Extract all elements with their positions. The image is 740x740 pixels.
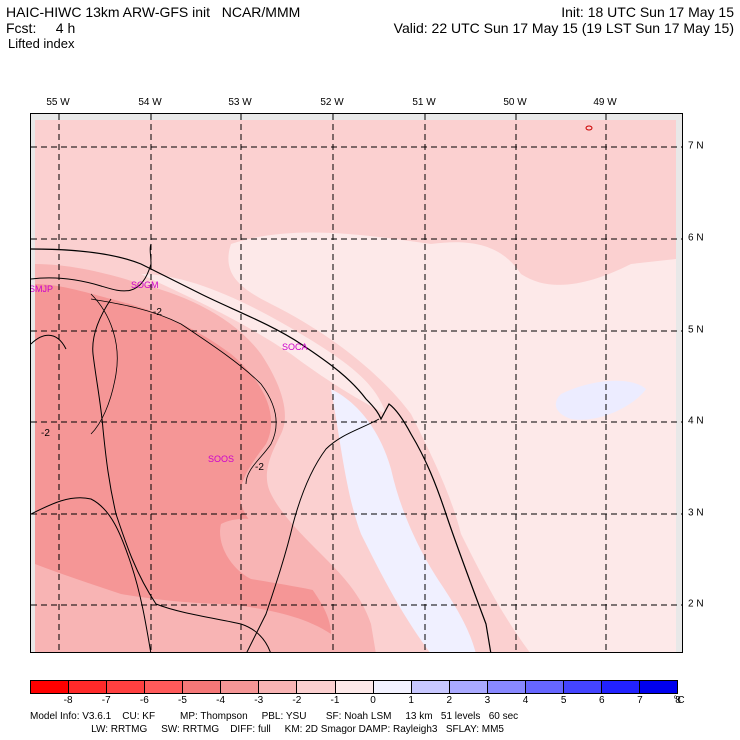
colorbar-swatch xyxy=(145,681,184,693)
border-suriname-guiana xyxy=(92,298,271,652)
contour-minus2-b xyxy=(90,293,118,435)
lon-label-51w: 51 W xyxy=(412,97,436,108)
contour-label-3: -2 xyxy=(255,462,264,473)
colorbar-swatch xyxy=(31,681,70,693)
colorbar-tick-label: -6 xyxy=(139,695,149,706)
model-title: HAIC-HIWC 13km ARW-GFS init NCAR/MMM xyxy=(6,4,301,20)
graticule xyxy=(31,114,682,652)
border-fragment xyxy=(31,334,67,350)
colorbar-tick-label: 5 xyxy=(560,695,567,706)
field-positive-coastal xyxy=(331,389,476,652)
lon-label-54w: 54 W xyxy=(138,97,162,108)
colorbar-swatch xyxy=(107,681,146,693)
colorbar-swatch xyxy=(297,681,336,693)
colorbar-tick-label: 6 xyxy=(598,695,605,706)
data-edge-top xyxy=(31,114,682,120)
lat-label-7n: 7 N xyxy=(688,140,704,152)
field-positive-offshore xyxy=(555,380,646,420)
lon-label-53w: 53 W xyxy=(228,97,252,108)
colorbar-tick-label: -4 xyxy=(216,695,226,706)
colorbar-tick-label: 1 xyxy=(408,695,414,706)
station-soca: SOCA xyxy=(282,342,308,352)
colorbar-tick-label: 2 xyxy=(446,695,453,706)
colorbar-tick-label: -7 xyxy=(101,695,111,706)
colorbar-swatch xyxy=(183,681,222,693)
colorbar-swatch xyxy=(487,681,526,693)
small-cell-marker xyxy=(585,125,593,131)
map-panel[interactable]: -2 -2 -2 SMJP SOGM SOCA SOOS xyxy=(30,113,683,653)
colorbar-tick-label: 7 xyxy=(637,695,643,706)
colorbar-tick-label: -1 xyxy=(330,695,340,706)
contour-label-1: -2 xyxy=(153,307,162,318)
field-near-zero-east xyxy=(228,232,676,652)
colorbar-swatch xyxy=(373,681,412,693)
field-name: Lifted index xyxy=(8,36,75,51)
station-smjp: SMJP xyxy=(31,284,53,294)
station-soos: SOOS xyxy=(208,454,234,464)
lon-label-52w: 52 W xyxy=(320,97,344,108)
colorbar-swatch xyxy=(640,681,678,693)
valid-time: Valid: 22 UTC Sun 17 May 15 (19 LST Sun … xyxy=(393,20,734,36)
colorbar-tick-label: -5 xyxy=(178,695,187,706)
colorbar-swatch xyxy=(601,681,640,693)
field-minus2-pocket xyxy=(220,518,331,594)
colorbar-tick-label: 0 xyxy=(370,695,376,706)
data-edge-left xyxy=(31,114,35,652)
init-time: Init: 18 UTC Sun 17 May 15 xyxy=(561,4,734,20)
colorbar-unit: °C xyxy=(673,695,685,706)
colorbar-swatch xyxy=(221,681,260,693)
colorbar-tick-label: 3 xyxy=(484,695,491,706)
colorbar-swatch xyxy=(69,681,108,693)
colorbar-tick-label: -8 xyxy=(63,695,73,706)
border-guiana-brazil xyxy=(246,418,380,652)
colorbar xyxy=(30,680,678,694)
colorbar-tick-label: 8 xyxy=(675,695,681,706)
colorbar-swatch xyxy=(525,681,564,693)
colorbar-swatch xyxy=(449,681,488,693)
model-info-line1: Model Info: V3.6.1 CU: KF MP: Thompson P… xyxy=(30,711,519,722)
border-suriname-north xyxy=(31,243,152,292)
colorbar-tick-label: 4 xyxy=(522,695,529,706)
colorbar-tick-label: -2 xyxy=(292,695,302,706)
lifted-index-map: -2 -2 -2 SMJP SOGM SOCA SOOS xyxy=(31,114,682,652)
lat-label-4n: 4 N xyxy=(688,415,704,427)
lon-label-49w: 49 W xyxy=(593,97,617,108)
data-edge-right xyxy=(676,114,682,652)
field-near-zero-coast xyxy=(141,274,386,414)
lon-label-55w: 55 W xyxy=(46,97,70,108)
lat-label-3n: 3 N xyxy=(688,507,704,519)
colorbar-swatch xyxy=(335,681,374,693)
lon-label-50w: 50 W xyxy=(503,97,527,108)
forecast-hour: Fcst: 4 h xyxy=(6,20,76,36)
model-info-line2: LW: RRTMG SW: RRTMG DIFF: full KM: 2D Sm… xyxy=(30,724,504,735)
colorbar-tick-label: -3 xyxy=(254,695,264,706)
lat-label-2n: 2 N xyxy=(688,598,704,610)
border-west xyxy=(31,497,152,652)
colorbar-swatch xyxy=(563,681,602,693)
lat-label-6n: 6 N xyxy=(688,232,704,244)
coastline xyxy=(31,248,492,652)
station-sogm: SOGM xyxy=(131,280,159,290)
contour-label-2: -2 xyxy=(41,428,50,439)
colorbar-swatch xyxy=(411,681,450,693)
lat-label-5n: 5 N xyxy=(688,324,704,336)
colorbar-swatch xyxy=(259,681,298,693)
contour-minus2-a xyxy=(90,298,277,485)
